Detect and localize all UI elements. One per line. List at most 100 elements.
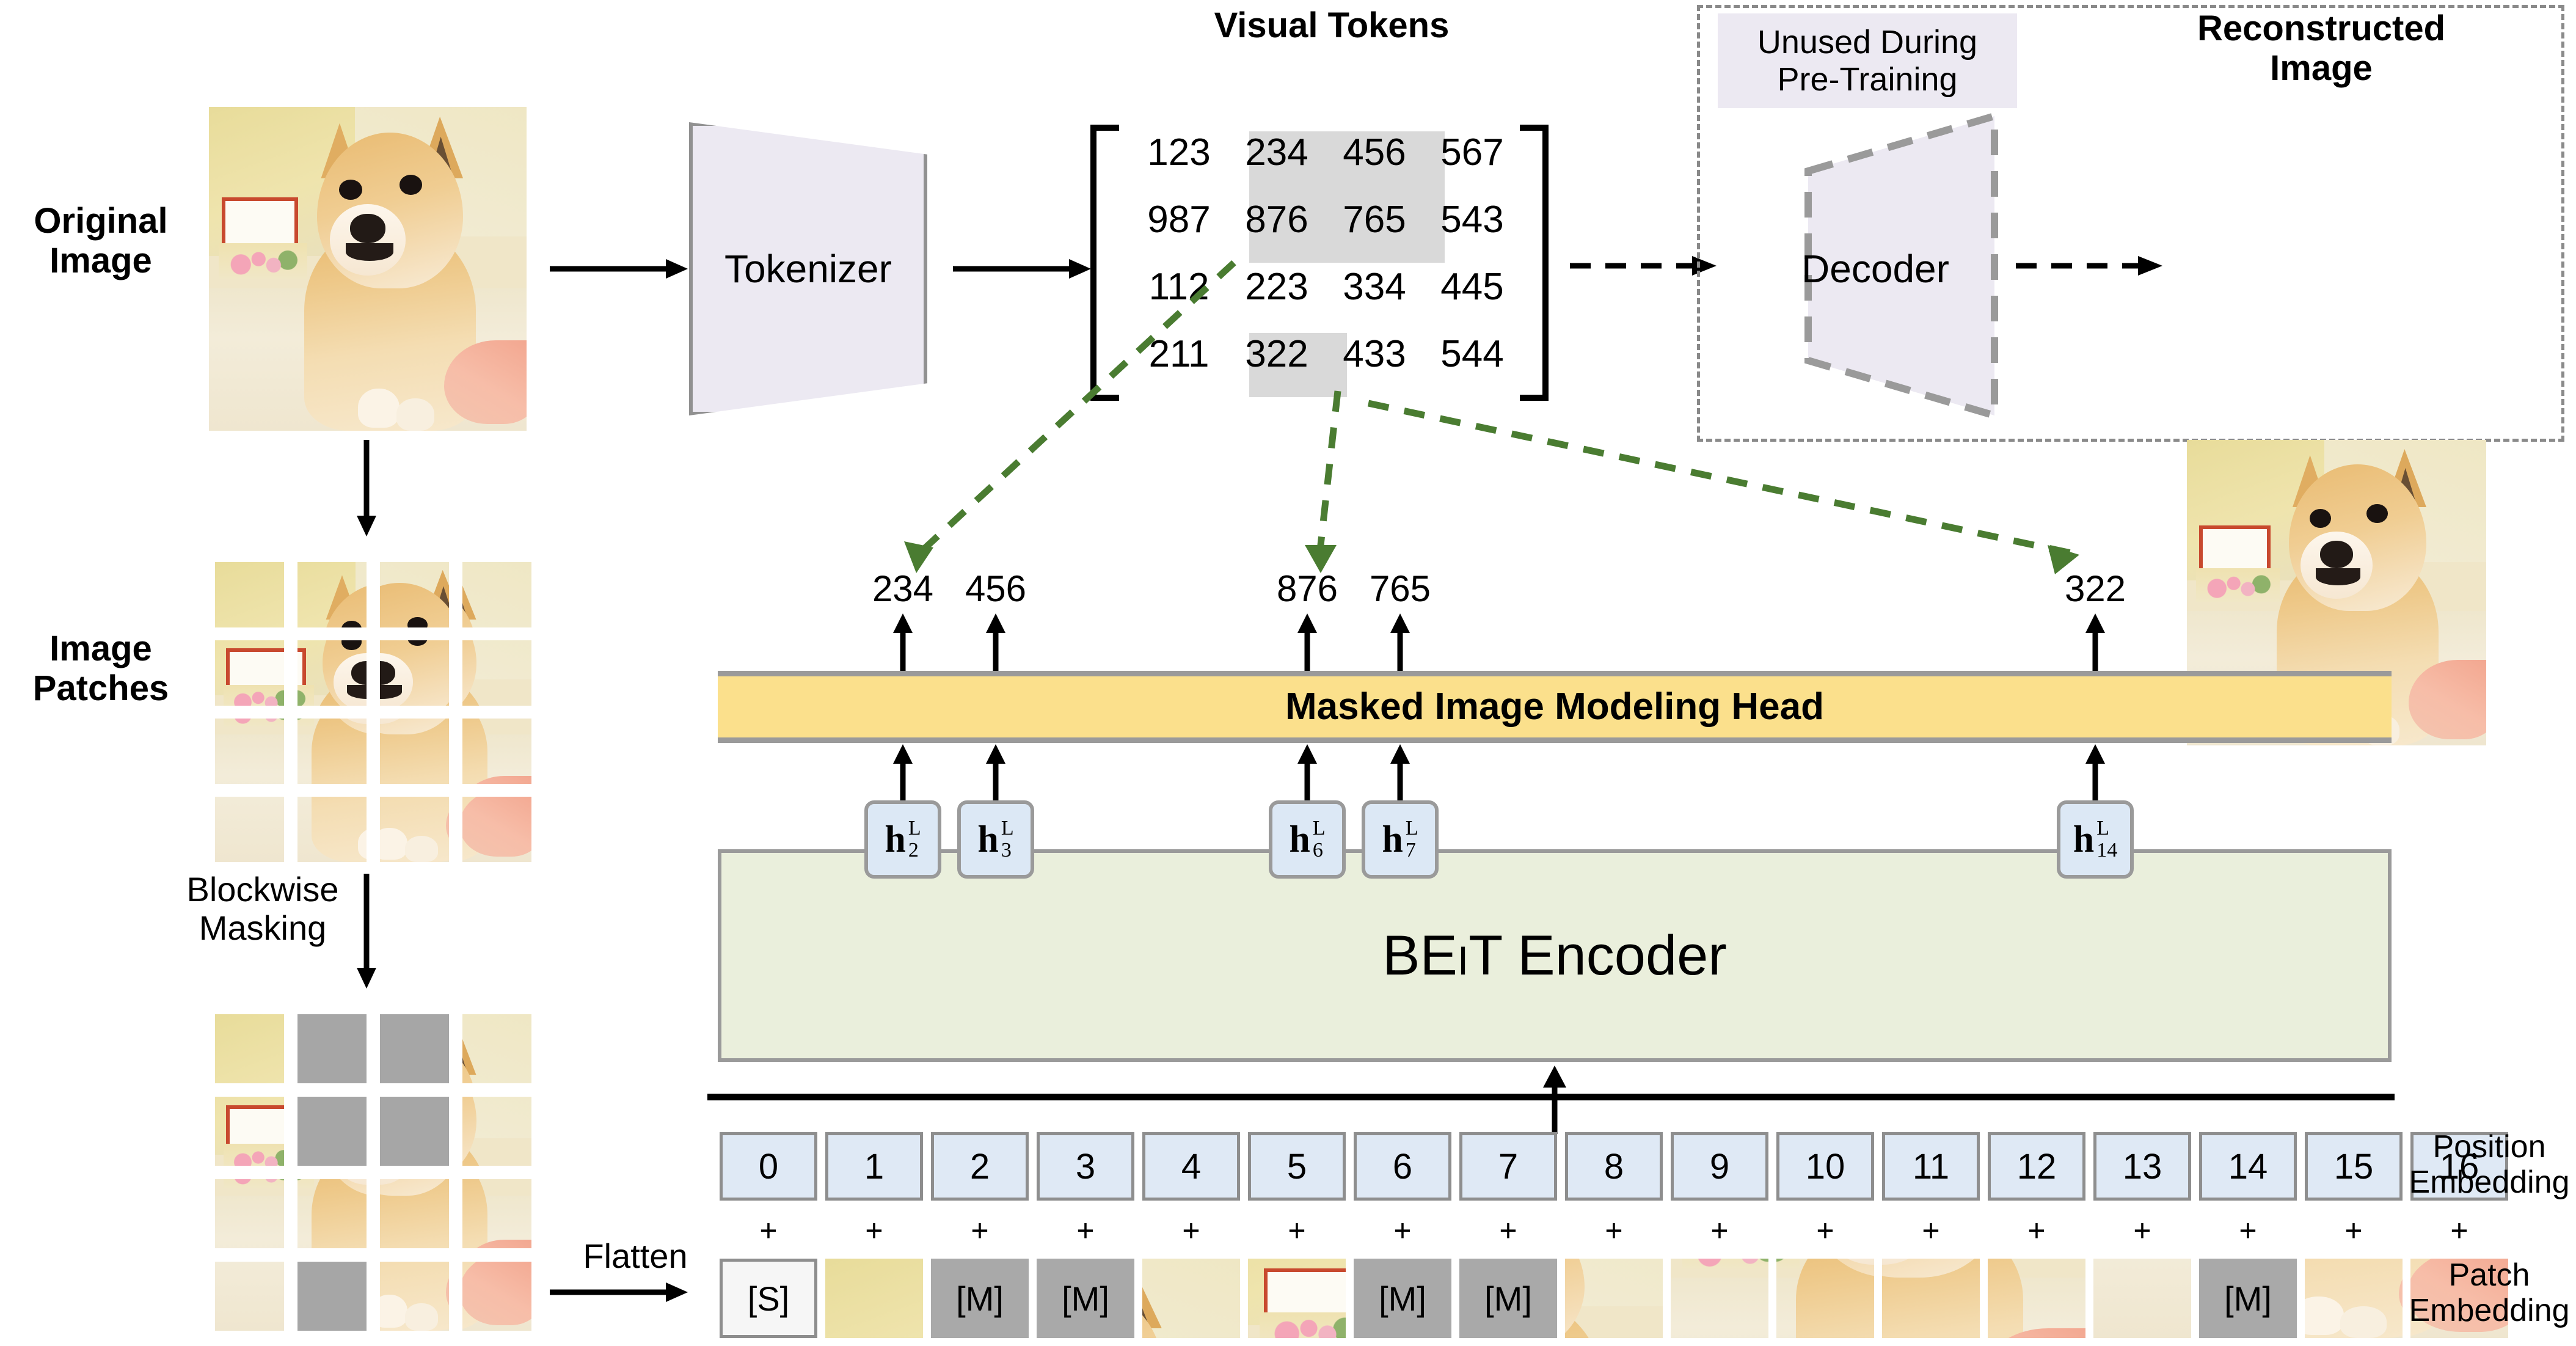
patch-embedding-tile[interactable] — [1248, 1259, 1346, 1338]
mask-token-box[interactable]: [M] — [1459, 1259, 1557, 1338]
image-patch-tile — [297, 1179, 367, 1248]
patch-embedding-tile[interactable] — [1671, 1259, 1768, 1338]
arrow-tokenizer-to-tokens — [953, 259, 1091, 279]
masked-patch-tile — [380, 1097, 449, 1166]
hidden-state-boxes: h L 2 h L 3 h L 6 h L 7 h L 14 — [0, 800, 2576, 886]
position-embedding-box[interactable]: 2 — [931, 1132, 1029, 1201]
position-embedding-box[interactable]: 7 — [1459, 1132, 1557, 1201]
position-embedding-box[interactable]: 4 — [1142, 1132, 1240, 1201]
position-embedding-box[interactable]: 13 — [2093, 1132, 2191, 1201]
arrow-blockwise-masking — [357, 874, 376, 989]
mask-token-box[interactable]: [M] — [1037, 1259, 1134, 1338]
image-patch-tile — [297, 797, 367, 862]
patch-embedding-tile[interactable] — [1882, 1259, 1980, 1338]
original-image — [209, 107, 527, 431]
position-embedding-label: Position Embedding — [2409, 1129, 2570, 1201]
blockwise-masking-label: Blockwise Masking — [186, 870, 339, 947]
position-embedding-box[interactable]: 15 — [2305, 1132, 2403, 1201]
visual-token-cell: 987 — [1147, 199, 1211, 241]
plus-sign: + — [1393, 1213, 1412, 1248]
visual-tokens-matrix: 123 234 456 567 987 876 765 543 112 223 334 445 211 3… — [1130, 131, 1533, 400]
visual-token-cell: 433 — [1343, 333, 1406, 375]
visual-token-cell: 123 — [1147, 131, 1211, 174]
patch-embedding-tile[interactable] — [2410, 1259, 2508, 1338]
visual-token-cell: 211 — [1148, 333, 1210, 375]
hidden-state-box: h L 14 — [2057, 800, 2134, 879]
patch-embedding-tile[interactable] — [1776, 1259, 1874, 1338]
image-patch-tile — [462, 719, 531, 784]
unused-region-box — [1697, 5, 2564, 442]
mask-token-box[interactable]: [M] — [2199, 1259, 2297, 1338]
original-image-label: Original Image — [34, 201, 168, 280]
position-embedding-box[interactable]: 5 — [1248, 1132, 1346, 1201]
position-embedding-box[interactable]: 14 — [2199, 1132, 2297, 1201]
position-embedding-box[interactable]: 0 — [720, 1132, 817, 1201]
image-patch-tile — [215, 1262, 284, 1331]
plus-sign: + — [2133, 1213, 2151, 1248]
token-highlight-block-bottom — [1249, 333, 1347, 397]
position-embedding-box[interactable]: 3 — [1037, 1132, 1134, 1201]
position-embedding-box[interactable]: 6 — [1354, 1132, 1451, 1201]
position-index-label: 12 — [2016, 1146, 2057, 1187]
image-patch-tile — [462, 562, 531, 627]
image-patch-tile — [462, 640, 531, 706]
patch-embedding-tile[interactable] — [1565, 1259, 1663, 1338]
plus-sign: + — [1605, 1213, 1623, 1248]
visual-token-cell: 112 — [1148, 266, 1210, 308]
plus-sign: + — [759, 1213, 778, 1248]
image-patch-tile — [215, 640, 284, 706]
position-embedding-box[interactable]: 10 — [1776, 1132, 1874, 1201]
image-patch-tile — [380, 719, 449, 784]
position-embedding-box[interactable]: 8 — [1565, 1132, 1663, 1201]
patch-embedding-tile[interactable] — [825, 1259, 923, 1338]
plus-sign: + — [1288, 1213, 1306, 1248]
embedding-separator-line — [707, 1094, 2395, 1100]
arrow-image-to-patches — [357, 440, 376, 536]
image-patch-tile — [215, 562, 284, 627]
arrow-image-to-tokenizer — [550, 259, 688, 279]
image-patch-tile — [297, 640, 367, 706]
decoder-shape — [1804, 111, 1998, 421]
position-index-label: 8 — [1604, 1146, 1624, 1187]
predicted-token: 456 — [965, 568, 1027, 609]
visual-token-cell: 223 — [1245, 266, 1308, 308]
token-highlight-block-top — [1249, 131, 1445, 263]
position-index-label: 0 — [758, 1146, 779, 1187]
position-index-label: 6 — [1392, 1146, 1413, 1187]
arrows-hidden-to-head — [893, 744, 2105, 802]
position-index-label: 2 — [969, 1146, 990, 1187]
plus-sign: + — [2450, 1213, 2468, 1248]
image-patch-tile — [380, 562, 449, 627]
position-embedding-box[interactable]: 1 — [825, 1132, 923, 1201]
patch-embedding-tile[interactable] — [2305, 1259, 2403, 1338]
patch-embedding-tile[interactable] — [2093, 1259, 2191, 1338]
image-patch-tile — [215, 1097, 284, 1166]
masked-patches-grid — [215, 1014, 533, 1332]
position-embedding-row: 0 1 2 3 4 5 6 7 8 9 10 11 12 13 14 15 16 — [0, 1132, 2576, 1204]
unused-during-pretraining-label: Unused During Pre-Training — [1757, 24, 1978, 98]
patch-embedding-tile[interactable] — [1142, 1259, 1240, 1338]
mask-token-box[interactable]: [M] — [1354, 1259, 1451, 1338]
position-index-label: 4 — [1181, 1146, 1202, 1187]
unused-during-pretraining-tag: Unused During Pre-Training — [1718, 13, 2017, 108]
reconstructed-image-label: Reconstructed Image — [2197, 9, 2446, 88]
visual-token-cell: 322 — [1245, 333, 1308, 375]
plus-sign: + — [1076, 1213, 1095, 1248]
arrow-flatten — [550, 1282, 688, 1302]
predicted-token: 765 — [1369, 568, 1431, 609]
decoder-label: Decoder — [1801, 247, 1949, 291]
start-token-box[interactable]: [S] — [720, 1259, 817, 1338]
position-index-label: 5 — [1286, 1146, 1307, 1187]
position-embedding-box[interactable]: 16 — [2410, 1132, 2508, 1201]
position-embedding-box[interactable]: 11 — [1882, 1132, 1980, 1201]
patch-embedding-tile[interactable] — [1988, 1259, 2085, 1338]
position-embedding-box[interactable]: 12 — [1988, 1132, 2085, 1201]
plus-sign: + — [1710, 1213, 1729, 1248]
predicted-token: 876 — [1276, 568, 1338, 609]
position-embedding-box[interactable]: 9 — [1671, 1132, 1768, 1201]
position-index-label: 7 — [1498, 1146, 1519, 1187]
visual-token-cell: 543 — [1440, 199, 1504, 241]
flatten-label: Flatten — [583, 1237, 688, 1275]
mask-token-box[interactable]: [M] — [931, 1259, 1029, 1338]
